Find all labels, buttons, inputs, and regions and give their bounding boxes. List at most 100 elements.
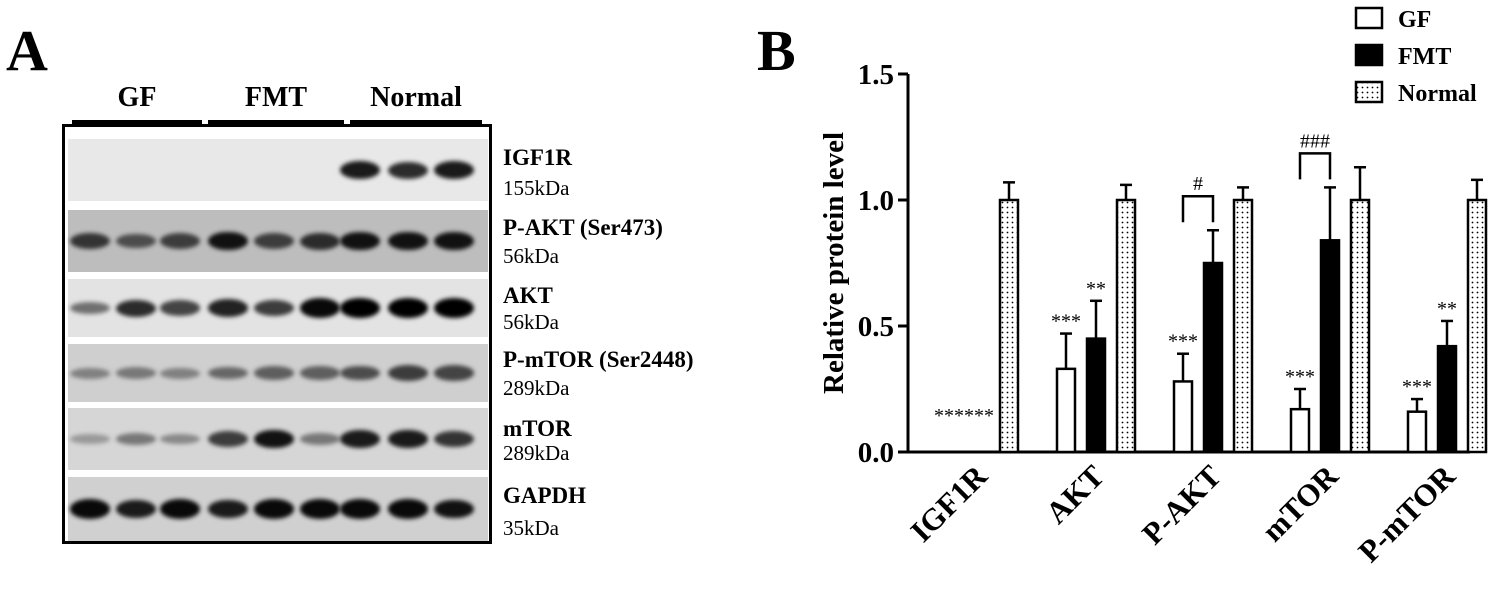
blot-band — [388, 298, 428, 318]
blot-size-label: 289kDa — [503, 376, 570, 400]
blot-band — [434, 430, 474, 448]
blot-band — [70, 301, 110, 315]
blot-band — [434, 499, 474, 519]
bar-gf — [1172, 380, 1194, 454]
y-tick-label: 0.5 — [858, 311, 894, 343]
group-underline-gf — [72, 120, 202, 124]
significance-mark: ** — [1437, 298, 1457, 320]
blot-protein-label: mTOR — [503, 416, 572, 441]
blot-band — [434, 365, 474, 381]
y-axis-label: Relative protein level — [818, 132, 850, 394]
bar-gf — [1406, 410, 1428, 454]
blot-protein-label: GAPDH — [503, 483, 587, 508]
blot-band — [300, 298, 340, 318]
blot-band — [388, 365, 428, 381]
blot-band — [254, 499, 294, 519]
blot-band — [340, 499, 380, 519]
bar-gf — [1289, 407, 1311, 454]
significance-mark: *** — [1402, 376, 1432, 398]
group-underline-normal — [350, 120, 482, 124]
y-tick-label: 1.0 — [858, 185, 894, 217]
significance-mark: *** — [1285, 366, 1315, 388]
blot-band — [300, 232, 340, 250]
bar-fmt — [1436, 344, 1458, 454]
blot-band — [388, 499, 428, 519]
blot-band — [340, 429, 380, 449]
x-tick-label: P-AKT — [1135, 458, 1228, 551]
blot-band — [254, 366, 294, 380]
legend-label: GF — [1398, 7, 1431, 33]
group-label-normal: Normal — [370, 82, 462, 113]
blot-strip-gapdh — [68, 477, 488, 541]
panel-a-label: A — [6, 18, 48, 83]
bar-normal — [1466, 198, 1488, 454]
blot-band — [116, 433, 156, 445]
blot-band — [208, 499, 248, 519]
bar-fmt — [1202, 261, 1224, 454]
blot-band — [160, 300, 200, 316]
blot-band — [434, 231, 474, 251]
blot-band — [300, 366, 340, 380]
group-label-gf: GF — [117, 82, 157, 113]
blot-strip-akt — [68, 279, 488, 337]
blot-band — [70, 499, 110, 519]
blot-band — [254, 300, 294, 316]
blot-band — [254, 233, 294, 249]
blot-band — [434, 298, 474, 318]
blot-band — [340, 298, 380, 318]
blot-protein-label: IGF1R — [503, 145, 572, 170]
legend-label: Normal — [1398, 81, 1477, 107]
blot-band — [388, 231, 428, 251]
western-blot-frame — [62, 124, 492, 544]
blot-band — [70, 232, 110, 250]
bar-chart: 0.0 0.5 1.0 1.5 Relative protein level IGF1R A… — [818, 6, 1488, 569]
blot-strip-mtor — [68, 408, 488, 470]
group-label-fmt: FMT — [244, 82, 308, 113]
blot-band — [434, 160, 474, 180]
blot-band — [340, 160, 380, 180]
legend-swatch-gf — [1354, 6, 1384, 30]
significance-mark: *** — [1168, 331, 1198, 353]
blot-band — [208, 299, 248, 317]
blot-band — [388, 161, 428, 179]
blot-band — [300, 499, 340, 519]
blot-band — [340, 231, 380, 251]
blot-size-label: 289kDa — [503, 441, 570, 465]
bar-fmt — [1319, 239, 1341, 454]
blot-band — [160, 499, 200, 519]
bar-normal — [998, 198, 1020, 454]
blot-band — [160, 367, 200, 379]
bar-normal — [1349, 198, 1371, 454]
blot-size-label: 155kDa — [503, 176, 570, 200]
significance-mark: *** — [934, 405, 964, 427]
blot-strip-p-mtor — [68, 344, 488, 402]
group-underline-fmt — [208, 120, 344, 124]
blot-band — [70, 434, 110, 444]
y-tick-label: 1.5 — [858, 59, 894, 91]
bar-gf — [1055, 367, 1077, 454]
legend-swatch-normal — [1354, 80, 1384, 104]
blot-band — [254, 429, 294, 449]
x-tick-label: IGF1R — [903, 458, 994, 549]
blot-band — [340, 365, 380, 381]
blot-protein-label: P-mTOR (Ser2448) — [503, 347, 694, 372]
bar-fmt — [1085, 337, 1107, 454]
blot-size-label: 35kDa — [503, 516, 559, 540]
panel-b-label: B — [757, 18, 796, 83]
blot-protein-label: AKT — [503, 283, 553, 308]
blot-band — [116, 299, 156, 317]
legend-swatch-fmt — [1354, 43, 1384, 67]
blot-band — [208, 231, 248, 251]
blot-band — [160, 233, 200, 249]
significance-mark: *** — [964, 405, 994, 427]
significance-mark: *** — [1051, 311, 1081, 333]
blot-band — [300, 433, 340, 445]
blot-band — [388, 429, 428, 449]
blot-strip-p-akt — [68, 210, 488, 272]
blot-size-label: 56kDa — [503, 310, 559, 334]
blot-size-label: 56kDa — [503, 244, 559, 268]
significance-bracket — [1181, 194, 1215, 223]
x-tick-label: P-mTOR — [1351, 458, 1462, 569]
bracket-label: ### — [1300, 130, 1330, 152]
significance-bracket — [1298, 152, 1332, 180]
